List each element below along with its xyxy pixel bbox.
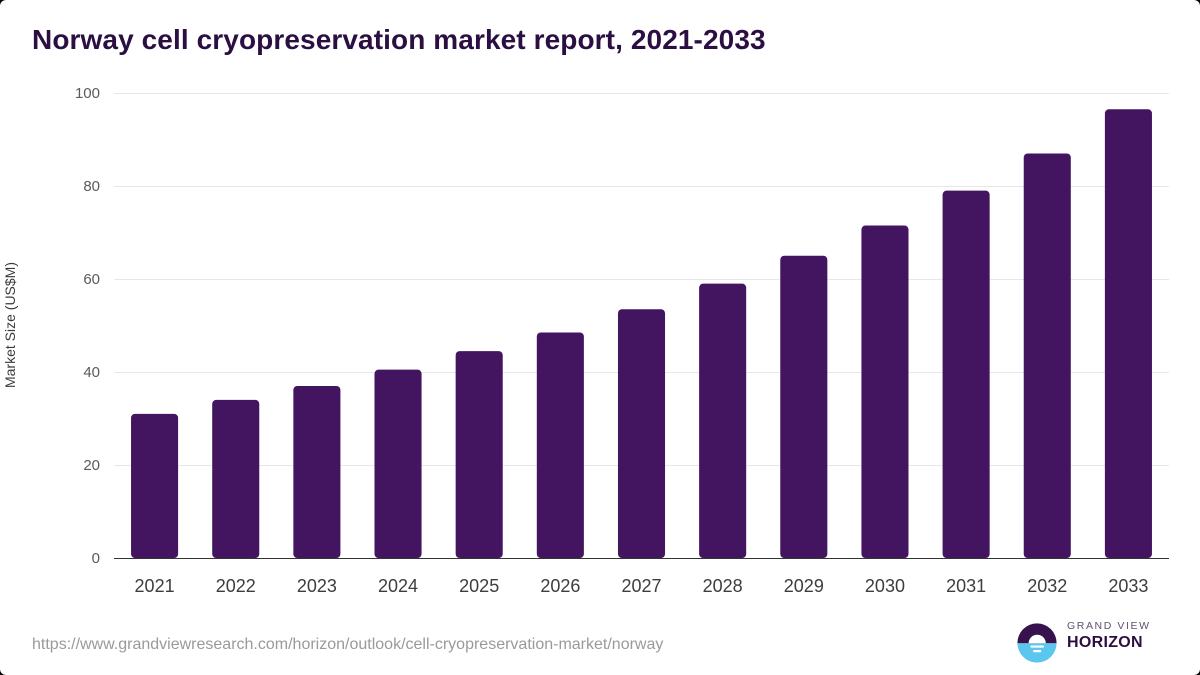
svg-text:60: 60 (83, 271, 100, 288)
svg-text:2027: 2027 (621, 576, 661, 596)
svg-text:2033: 2033 (1108, 576, 1148, 596)
svg-text:2022: 2022 (216, 576, 256, 596)
svg-text:80: 80 (83, 178, 100, 195)
svg-text:2026: 2026 (540, 576, 580, 596)
svg-text:20: 20 (83, 457, 100, 474)
svg-text:2024: 2024 (378, 576, 418, 596)
svg-text:2023: 2023 (297, 576, 337, 596)
svg-text:40: 40 (83, 364, 100, 381)
svg-text:100: 100 (75, 85, 100, 102)
svg-text:2032: 2032 (1027, 576, 1067, 596)
svg-text:2028: 2028 (703, 576, 743, 596)
svg-text:2025: 2025 (459, 576, 499, 596)
svg-text:2021: 2021 (135, 576, 175, 596)
svg-text:2031: 2031 (946, 576, 986, 596)
svg-text:2030: 2030 (865, 576, 905, 596)
svg-text:2029: 2029 (784, 576, 824, 596)
svg-text:0: 0 (92, 550, 100, 567)
